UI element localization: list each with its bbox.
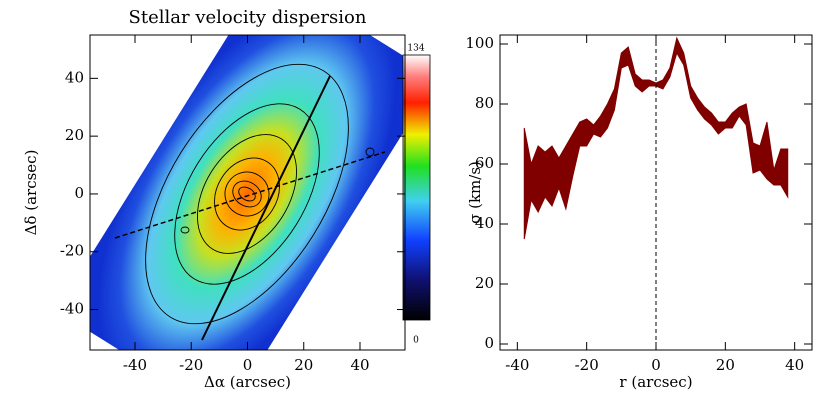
contours	[145, 63, 375, 325]
x-tick-label: -20	[575, 356, 599, 374]
velocity-map	[90, 35, 405, 350]
colorbar-min-label: 0	[413, 336, 419, 346]
y-tick-label: 0	[74, 184, 84, 202]
y-axis-label: Δδ (arcsec)	[22, 150, 40, 236]
colorbar-max-label: 134	[407, 44, 424, 54]
y-tick-label: 0	[484, 334, 494, 352]
y-tick-label: 40	[65, 68, 84, 86]
x-axis-label: r (arcsec)	[619, 373, 692, 391]
y-axis-label: σ (km/s)	[466, 161, 484, 224]
x-tick-label: 40	[785, 356, 804, 374]
y-tick-label: 20	[475, 274, 494, 292]
x-tick-label: 0	[651, 356, 661, 374]
x-tick-label: 20	[716, 356, 735, 374]
x-tick-label: 0	[243, 356, 253, 374]
y-tick-label: 80	[475, 94, 494, 112]
x-tick-label: 20	[294, 356, 313, 374]
x-tick-label: -40	[123, 356, 147, 374]
y-tick-label: 20	[65, 126, 84, 144]
x-tick-label: 40	[350, 356, 369, 374]
y-tick-label: 60	[475, 154, 494, 172]
y-tick-label: 100	[465, 34, 494, 52]
map-field	[90, 35, 405, 350]
y-tick-label: 40	[475, 214, 494, 232]
x-tick-label: -40	[505, 356, 529, 374]
colorbar	[402, 54, 431, 321]
band	[523, 36, 789, 240]
minor-axis	[114, 151, 386, 239]
chart-title: Stellar velocity dispersion	[129, 7, 367, 28]
major-axis	[201, 75, 331, 341]
y-tick-label: -20	[60, 242, 84, 260]
x-tick-label: -20	[179, 356, 203, 374]
x-axis-label: Δα (arcsec)	[204, 373, 291, 391]
y-tick-label: -40	[60, 300, 84, 318]
